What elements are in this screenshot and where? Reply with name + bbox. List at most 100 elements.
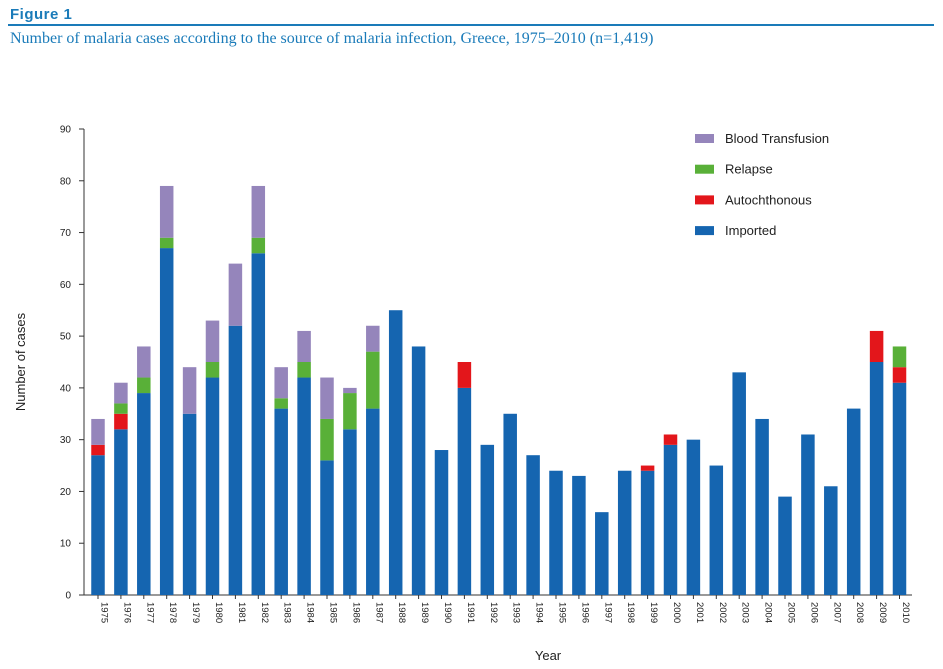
bar-relapse-1978: [159, 237, 174, 249]
x-tick-label: 1987: [373, 602, 384, 623]
bar-autochthonous-1999: [640, 465, 655, 471]
y-tick-label: 10: [60, 539, 72, 550]
bar-blood-transfusion-1977: [137, 346, 151, 378]
bar-autochthonous-2009: [869, 330, 884, 362]
bar-imported-1990: [434, 450, 449, 595]
y-tick-label: 40: [60, 383, 72, 394]
bar-imported-1989: [411, 346, 426, 595]
bar-imported-1983: [274, 408, 288, 595]
x-tick-label: 1988: [396, 602, 407, 623]
legend-label-blood-transfusion: Blood Transfusion: [725, 131, 829, 146]
x-tick-label: 1986: [350, 602, 361, 623]
bar-imported-1996: [572, 475, 586, 595]
x-tick-label: 1984: [305, 602, 316, 623]
bar-imported-1979: [182, 413, 197, 595]
x-tick-label: 2000: [671, 602, 682, 623]
bar-imported-2005: [778, 496, 792, 595]
x-tick-label: 2004: [763, 602, 774, 623]
x-tick-label: 2001: [694, 602, 705, 623]
x-tick-label: 1975: [99, 602, 110, 623]
y-tick-label: 20: [60, 487, 72, 498]
y-tick-label: 80: [60, 176, 72, 187]
legend-swatch-autochthonous: [695, 195, 714, 205]
x-tick-label: 1985: [328, 602, 339, 623]
x-tick-label: 1976: [121, 602, 132, 623]
bar-autochthonous-2010: [892, 367, 907, 383]
y-tick-label: 30: [60, 435, 72, 446]
x-tick-label: 2005: [786, 602, 797, 623]
bar-imported-1987: [366, 408, 380, 595]
bar-imported-1995: [549, 470, 563, 595]
bar-imported-1977: [137, 393, 151, 595]
bar-imported-1991: [457, 387, 472, 595]
bar-imported-2006: [801, 434, 815, 595]
x-tick-label: 1990: [442, 602, 453, 623]
bar-imported-2004: [755, 418, 769, 595]
x-tick-label: 1982: [259, 602, 270, 623]
bar-imported-1980: [205, 377, 220, 595]
bar-imported-1992: [480, 444, 495, 595]
x-tick-label: 1980: [213, 602, 224, 623]
legend-swatch-imported: [695, 226, 714, 236]
bar-blood-transfusion-1985: [320, 377, 334, 419]
bar-imported-2000: [663, 444, 678, 595]
bar-relapse-1983: [274, 398, 288, 409]
bar-relapse-1977: [137, 377, 151, 394]
bar-imported-1985: [320, 460, 334, 595]
x-tick-label: 1994: [534, 602, 545, 623]
bar-blood-transfusion-1986: [343, 387, 357, 394]
legend-label-imported: Imported: [725, 223, 776, 238]
bar-imported-1993: [503, 413, 517, 595]
legend-swatch-relapse: [695, 164, 714, 174]
title-divider: [8, 24, 934, 26]
y-tick-label: 50: [60, 332, 72, 343]
bar-blood-transfusion-1976: [114, 382, 128, 404]
bar-imported-2001: [686, 439, 701, 595]
bar-imported-1975: [91, 455, 105, 595]
x-tick-label: 1977: [144, 602, 155, 623]
bar-relapse-1980: [205, 362, 220, 378]
bar-relapse-1985: [320, 418, 334, 461]
x-tick-label: 2009: [877, 602, 888, 623]
legend-label-relapse: Relapse: [725, 162, 773, 177]
bar-relapse-1986: [343, 393, 357, 430]
bar-imported-2009: [869, 362, 884, 595]
bar-relapse-2010: [892, 346, 907, 368]
y-tick-label: 0: [65, 591, 71, 602]
bar-autochthonous-1975: [91, 444, 105, 456]
x-tick-label: 1993: [511, 602, 522, 623]
bar-blood-transfusion-1975: [91, 418, 105, 445]
bar-relapse-1987: [366, 351, 380, 409]
bar-imported-1998: [617, 470, 632, 595]
bar-imported-1994: [526, 455, 540, 595]
x-tick-label: 1978: [167, 602, 178, 623]
figure-label: Figure 1: [10, 6, 73, 23]
bar-blood-transfusion-1979: [182, 367, 197, 414]
bar-blood-transfusion-1982: [251, 185, 266, 238]
legend-label-autochthonous: Autochthonous: [725, 192, 812, 207]
bar-blood-transfusion-1978: [159, 185, 174, 238]
x-tick-label: 1989: [419, 602, 430, 623]
bar-blood-transfusion-1984: [297, 330, 311, 362]
x-tick-label: 1992: [488, 602, 499, 623]
bar-blood-transfusion-1980: [205, 320, 220, 362]
bar-relapse-1984: [297, 362, 311, 378]
bar-imported-2007: [824, 486, 838, 595]
bar-imported-1984: [297, 377, 311, 595]
legend-swatch-blood-transfusion: [695, 134, 714, 143]
x-tick-label: 2010: [900, 602, 911, 623]
bar-imported-1981: [228, 325, 243, 595]
bar-autochthonous-2000: [663, 434, 678, 445]
bar-imported-2008: [846, 408, 861, 595]
bar-relapse-1982: [251, 237, 266, 254]
bar-relapse-1976: [114, 403, 128, 414]
x-tick-label: 2003: [740, 602, 751, 623]
x-tick-label: 1997: [602, 602, 613, 623]
x-tick-label: 1999: [648, 602, 659, 623]
bar-imported-1999: [640, 470, 655, 595]
figure-title: Number of malaria cases according to the…: [10, 30, 654, 47]
bar-imported-1982: [251, 253, 266, 595]
bar-imported-1988: [388, 310, 403, 595]
y-axis-title: Number of cases: [13, 312, 28, 411]
